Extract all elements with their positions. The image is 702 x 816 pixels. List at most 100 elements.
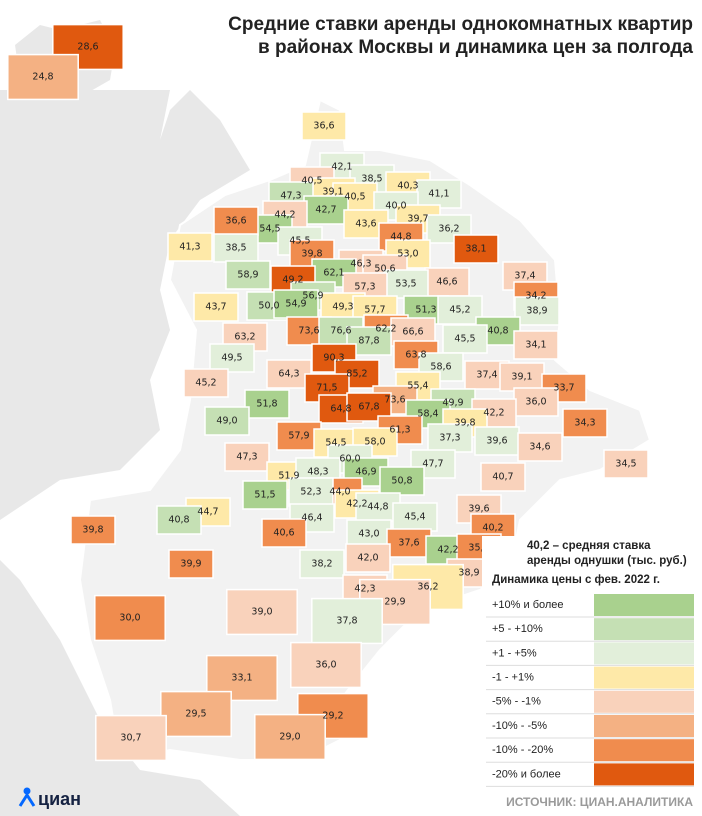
district <box>474 426 520 456</box>
district <box>311 597 383 645</box>
district-label: 54,5 <box>325 438 346 449</box>
district-label: 49,5 <box>221 353 242 364</box>
district-label: 73,6 <box>384 395 405 406</box>
district <box>517 432 563 462</box>
legend-swatch <box>594 618 694 641</box>
district-label: 45,2 <box>449 305 470 316</box>
district-label: 56,9 <box>302 291 323 302</box>
district-label: 39,6 <box>486 436 507 447</box>
district-label: 43,0 <box>358 529 379 540</box>
legend-swatch <box>594 763 694 786</box>
district <box>226 588 298 636</box>
district-label: 33,7 <box>553 383 574 394</box>
district-label: 44,8 <box>390 232 411 243</box>
district-label: 33,1 <box>231 673 252 684</box>
district-label: 39,0 <box>251 607 272 618</box>
district <box>224 442 270 472</box>
legend-swatch <box>594 739 694 762</box>
district-label: 51,5 <box>254 490 275 501</box>
district-label: 51,9 <box>278 471 299 482</box>
district-label: 40,6 <box>273 528 294 539</box>
district-label: 38,9 <box>458 568 479 579</box>
district <box>383 269 429 299</box>
district-label: 63,8 <box>405 350 426 361</box>
district <box>193 292 239 322</box>
district-label: 36,2 <box>438 224 459 235</box>
district-label: 57,7 <box>364 305 385 316</box>
title-line: Средние ставки аренды однокомнатных квар… <box>228 14 693 35</box>
district-label: 64,3 <box>278 369 299 380</box>
district <box>156 505 202 535</box>
district <box>273 289 319 319</box>
district-label: 37,6 <box>398 538 419 549</box>
district-label: 30,7 <box>120 733 141 744</box>
district <box>514 296 560 326</box>
district-label: 44,0 <box>329 487 350 498</box>
district <box>261 518 307 548</box>
district-label: 30,0 <box>119 613 140 624</box>
district-label: 35,6 <box>468 543 489 554</box>
district-label: 47,7 <box>422 459 443 470</box>
legend-label: -10% - -5% <box>492 720 547 732</box>
district-label: 29,9 <box>384 597 405 608</box>
district-label: 66,6 <box>402 327 423 338</box>
district-label: 49,0 <box>216 416 237 427</box>
district-label: 58,0 <box>364 437 385 448</box>
district-label: 51,3 <box>415 305 436 316</box>
district-label: 34,6 <box>529 442 550 453</box>
district <box>290 641 362 689</box>
district-label: 28,6 <box>77 42 98 53</box>
district-label: 42,0 <box>357 553 378 564</box>
district-label: 38,5 <box>361 174 382 185</box>
district-label: 36,0 <box>525 397 546 408</box>
district <box>562 408 608 438</box>
district-label: 44,2 <box>274 210 295 221</box>
district-label: 64,8 <box>330 404 351 415</box>
legend: +10% и более +5 - +10% +1 - +5% -1 - +1% -5%… <box>486 594 694 787</box>
district-label: 39,8 <box>82 525 103 536</box>
district <box>168 549 214 579</box>
district <box>442 324 488 354</box>
legend-label: -20% и более <box>492 768 561 780</box>
district-label: 41,3 <box>179 242 200 253</box>
district <box>183 368 229 398</box>
district-label: 36,6 <box>225 216 246 227</box>
district-label: 57,3 <box>354 282 375 293</box>
district-label: 45,2 <box>195 378 216 389</box>
district-label: 36,6 <box>313 121 334 132</box>
district-label: 40,8 <box>487 326 508 337</box>
legend-label: +1 - +5% <box>492 647 537 659</box>
district-label: 62,1 <box>323 268 344 279</box>
district-label: 71,5 <box>316 383 337 394</box>
district-label: 38,2 <box>311 559 332 570</box>
region-background <box>0 90 250 816</box>
district-label: 57,9 <box>288 431 309 442</box>
district <box>288 477 334 507</box>
district-label: 58,4 <box>417 409 438 420</box>
district-label: 48,3 <box>307 467 328 478</box>
district-label: 49,2 <box>282 275 303 286</box>
legend-title: Динамика цены с фев. 2022 г. <box>492 574 660 586</box>
district-label: 29,5 <box>185 709 206 720</box>
legend-label: +10% и более <box>492 599 564 611</box>
district-label: 39,9 <box>180 559 201 570</box>
district-label: 43,7 <box>205 302 226 313</box>
district <box>379 466 425 496</box>
district-label: 24,8 <box>32 72 53 83</box>
district-label: 54,9 <box>285 299 306 310</box>
district-label: 46,3 <box>350 259 371 270</box>
legend-label: -1 - +1% <box>492 672 534 684</box>
district-label: 36,0 <box>315 660 336 671</box>
district <box>499 362 545 392</box>
district <box>95 714 167 762</box>
district-label: 44,7 <box>197 507 218 518</box>
legend-label: -5% - -1% <box>492 696 541 708</box>
district-label: 39,1 <box>322 187 343 198</box>
district-label: 58,6 <box>430 362 451 373</box>
district <box>513 330 559 360</box>
district-label: 42,1 <box>331 162 352 173</box>
district <box>603 449 649 479</box>
district-label: 50,6 <box>374 264 395 275</box>
